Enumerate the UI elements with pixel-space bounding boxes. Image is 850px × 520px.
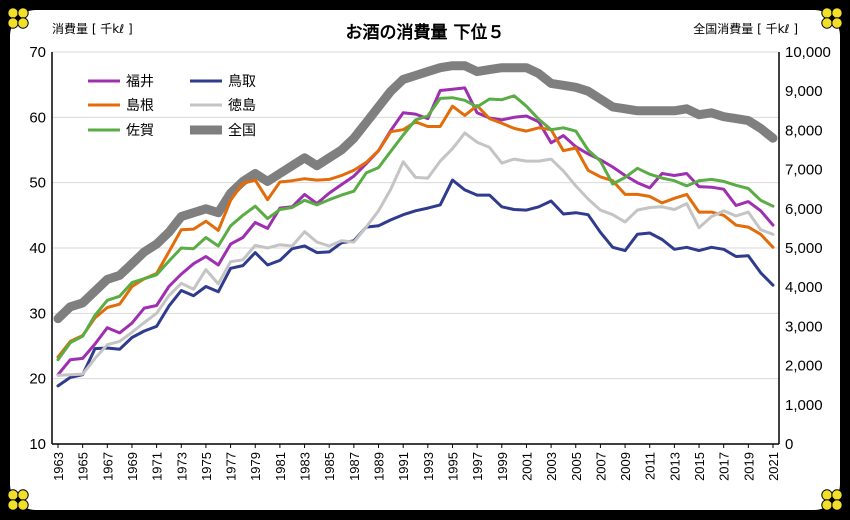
- x-tick-label: 2017: [717, 452, 732, 481]
- right-tick-label: 7,000: [785, 162, 823, 179]
- x-tick-label: 1995: [445, 452, 460, 481]
- x-tick-label: 1965: [76, 452, 91, 481]
- x-tick-label: 2001: [519, 452, 534, 481]
- series-line: [53, 61, 778, 324]
- axes: [51, 52, 780, 445]
- x-tick-label: 1981: [273, 452, 288, 481]
- x-tick-label: 1999: [495, 452, 510, 481]
- legend-label: 全国: [228, 122, 256, 139]
- series-line: [56, 178, 775, 388]
- x-tick-label: 1963: [51, 452, 66, 481]
- left-tick-label: 20: [29, 371, 46, 388]
- corner-ornament-icon: [7, 7, 29, 29]
- left-tick-label: 30: [29, 305, 46, 322]
- left-tick-label: 60: [29, 109, 46, 126]
- corner-ornament-icon: [7, 489, 29, 511]
- series-lines: [53, 61, 778, 388]
- right-tick-label: 6,000: [785, 201, 823, 218]
- legend-label: 佐賀: [126, 123, 154, 139]
- left-axis-label: 消費量 [ 千kℓ ]: [52, 21, 133, 36]
- x-tick-label: 1989: [372, 452, 387, 481]
- x-tick-label: 1991: [396, 452, 411, 481]
- series-line: [56, 94, 775, 362]
- chart-title: お酒の消費量 下位５: [346, 22, 505, 43]
- x-tick-label: 2019: [741, 452, 756, 481]
- corner-ornament-icon: [821, 489, 843, 511]
- right-tick-label: 8,000: [785, 122, 823, 139]
- tick-labels: 10 20 30 40 50 60 70 0 1,000 2,000 3,000 4,000 5,000…: [29, 44, 831, 481]
- right-tick-label: 5,000: [785, 240, 823, 257]
- series-line: [56, 131, 775, 377]
- right-axis-label: 全国消費量 [ 千kℓ ]: [693, 21, 798, 36]
- corner-decorations: [7, 7, 843, 511]
- x-tick-label: 1969: [125, 452, 140, 481]
- corner-ornament-icon: [821, 7, 843, 29]
- left-tick-label: 50: [29, 175, 46, 192]
- chart-panel: [10, 10, 840, 510]
- left-tick-label: 10: [29, 436, 46, 453]
- legend-label: 鳥取: [228, 74, 256, 90]
- right-tick-label: 10,000: [785, 44, 831, 61]
- x-tick-label: 1985: [322, 452, 337, 481]
- x-tick-label: 1975: [199, 452, 214, 481]
- legend-label: 徳島: [228, 98, 256, 114]
- right-tick-label: 3,000: [785, 318, 823, 335]
- x-tick-label: 2021: [766, 452, 781, 481]
- x-tick-label: 2015: [692, 452, 707, 481]
- x-tick-label: 1967: [100, 452, 115, 481]
- x-tick-label: 1997: [470, 452, 485, 481]
- right-tick-label: 4,000: [785, 279, 823, 296]
- x-tick-label: 2007: [593, 452, 608, 481]
- x-tick-label: 1993: [421, 452, 436, 481]
- x-tick-label: 1977: [224, 452, 239, 481]
- x-tick-label: 1973: [174, 452, 189, 481]
- x-tick-label: 1983: [298, 452, 313, 481]
- x-tick-label: 1971: [150, 452, 165, 481]
- x-tick-label: 2005: [569, 452, 584, 481]
- series-line: [56, 86, 775, 377]
- legend-label: 島根: [126, 98, 154, 114]
- x-tick-label: 2011: [643, 452, 658, 480]
- left-tick-label: 70: [29, 44, 46, 61]
- x-tick-label: 2003: [544, 452, 559, 481]
- legend-label: 福井: [126, 74, 154, 90]
- x-tick-label: 1979: [248, 452, 263, 481]
- right-tick-label: 9,000: [785, 83, 823, 100]
- right-tick-label: 0: [785, 436, 793, 453]
- x-tick-label: 2013: [667, 452, 682, 481]
- x-tick-label: 1987: [347, 452, 362, 481]
- right-tick-label: 2,000: [785, 358, 823, 375]
- x-tick-label: 2009: [618, 452, 633, 481]
- left-tick-label: 40: [29, 240, 46, 257]
- right-tick-label: 1,000: [785, 397, 823, 414]
